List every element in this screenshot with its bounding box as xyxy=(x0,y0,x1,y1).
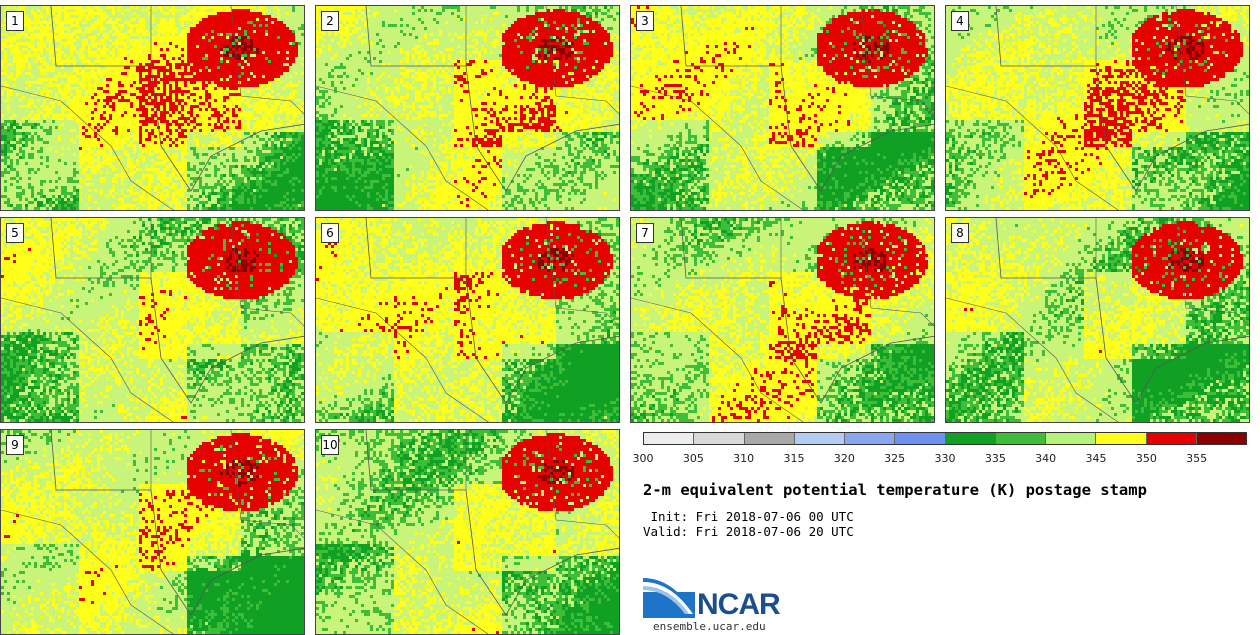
panel-number: 4 xyxy=(951,11,969,31)
colorbar xyxy=(643,432,1247,445)
ensemble-url: ensemble.ucar.edu xyxy=(653,620,766,633)
map-panel: 9 xyxy=(0,429,305,635)
colorbar-bin xyxy=(845,433,896,444)
map-panel: 4 xyxy=(945,5,1250,211)
panel-number: 6 xyxy=(321,223,339,243)
panel-number: 1 xyxy=(6,11,24,31)
colorbar-bin xyxy=(1096,433,1147,444)
theta-e-field xyxy=(631,6,934,210)
colorbar-bin xyxy=(895,433,946,444)
ncar-logo-icon xyxy=(643,578,695,618)
colorbar-tick-label: 330 xyxy=(935,452,956,465)
theta-e-field xyxy=(946,6,1249,210)
colorbar-tick-label: 340 xyxy=(1035,452,1056,465)
colorbar-bin xyxy=(995,433,1046,444)
colorbar-bin xyxy=(644,433,695,444)
colorbar-tick-label: 305 xyxy=(683,452,704,465)
ncar-wordmark: NCAR xyxy=(697,588,781,622)
panel-number: 9 xyxy=(6,435,24,455)
theta-e-field xyxy=(1,218,304,422)
colorbar-tick-label: 300 xyxy=(633,452,654,465)
map-panel: 2 xyxy=(315,5,620,211)
theta-e-field xyxy=(1,430,304,634)
colorbar-tick-label: 350 xyxy=(1136,452,1157,465)
colorbar-bin xyxy=(945,433,996,444)
colorbar-bin xyxy=(744,433,795,444)
panel-number: 7 xyxy=(636,223,654,243)
map-panel: 1 xyxy=(0,5,305,211)
theta-e-field xyxy=(631,218,934,422)
page-title: 2-m equivalent potential temperature (K)… xyxy=(643,481,1147,499)
panel-number: 10 xyxy=(321,435,339,455)
theta-e-field xyxy=(316,218,619,422)
map-panel: 10 xyxy=(315,429,620,635)
map-panel: 7 xyxy=(630,217,935,423)
panel-number: 5 xyxy=(6,223,24,243)
init-time: Init: Fri 2018-07-06 00 UTC xyxy=(643,509,854,524)
colorbar-bin xyxy=(1196,433,1246,444)
colorbar-tick-label: 345 xyxy=(1086,452,1107,465)
map-panel: 3 xyxy=(630,5,935,211)
colorbar-bin xyxy=(794,433,845,444)
colorbar-tick-label: 355 xyxy=(1186,452,1207,465)
colorbar-tick-label: 315 xyxy=(784,452,805,465)
panel-number: 8 xyxy=(951,223,969,243)
colorbar-tick-label: 310 xyxy=(733,452,754,465)
colorbar-bin xyxy=(1046,433,1097,444)
valid-time: Valid: Fri 2018-07-06 20 UTC xyxy=(643,524,854,539)
map-panel: 8 xyxy=(945,217,1250,423)
theta-e-field xyxy=(316,6,619,210)
theta-e-field xyxy=(316,430,619,634)
colorbar-bin xyxy=(694,433,745,444)
colorbar-bin xyxy=(1146,433,1197,444)
theta-e-field xyxy=(946,218,1249,422)
map-panel: 5 xyxy=(0,217,305,423)
theta-e-field xyxy=(1,6,304,210)
colorbar-tick-label: 325 xyxy=(884,452,905,465)
colorbar-tick-label: 335 xyxy=(985,452,1006,465)
panel-number: 2 xyxy=(321,11,339,31)
map-panel: 6 xyxy=(315,217,620,423)
colorbar-tick-label: 320 xyxy=(834,452,855,465)
panel-number: 3 xyxy=(636,11,654,31)
